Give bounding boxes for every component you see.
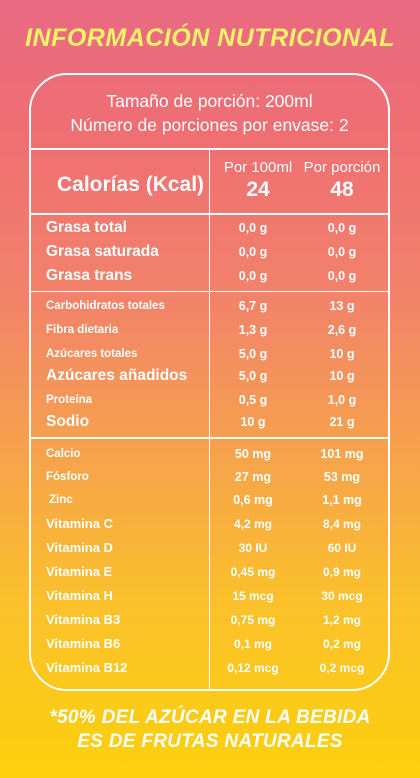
nutrient-name: Vitamina H	[46, 588, 113, 603]
nutrition-facts-panel: Tamaño de porción: 200ml Número de porci…	[29, 73, 390, 691]
table-row: Fibra dietaria 1,3 g 2,6 g	[31, 318, 388, 342]
value-per-100ml: 0,6 mg	[233, 493, 273, 507]
servings-per-container: Número de porciones por envase: 2	[70, 115, 349, 135]
per-100ml-header: Por 100ml	[223, 159, 293, 176]
table-row: Vitamina B12 0,12 mcg 0,2 mcg	[31, 656, 388, 680]
nutrient-name: Fibra dietaria	[46, 324, 119, 336]
value-per-serving: 0,2 mg	[322, 637, 361, 651]
nutrient-name: Azúcares añadidos	[46, 367, 188, 384]
nutrient-name: Zinc	[49, 494, 73, 506]
calories-label: Calorías (Kcal)	[57, 173, 205, 196]
table-row: Grasa trans 0,0 g 0,0 g	[31, 264, 388, 288]
value-per-100ml: 6,7 g	[238, 299, 268, 313]
value-per-100ml: 1,3 g	[238, 323, 268, 337]
table-row: Vitamina D 30 IU 60 IU	[31, 536, 388, 560]
footnote-line-2: ES DE FRUTAS NATURALES	[77, 731, 343, 752]
value-per-serving: 0,0 g	[327, 221, 357, 235]
value-per-serving: 53 mg	[323, 470, 361, 484]
table-row: Vitamina E 0,45 mg 0,9 mg	[31, 560, 388, 584]
value-per-serving: 10 g	[329, 347, 355, 361]
value-per-serving: 1,0 g	[327, 393, 357, 407]
value-per-100ml: 0,0 g	[238, 221, 268, 235]
value-per-100ml: 0,0 g	[238, 269, 268, 283]
nutrient-name: Azúcares totales	[46, 348, 138, 360]
nutrient-name: Sodio	[46, 413, 90, 430]
nutrient-name: Vitamina B3	[46, 612, 121, 627]
value-per-100ml: 30 IU	[238, 541, 268, 555]
table-row: Zinc 0,6 mg 1,1 mg	[31, 488, 388, 512]
value-per-serving: 10 g	[329, 369, 355, 383]
value-per-100ml: 5,0 g	[238, 347, 268, 361]
table-row: Vitamina B6 0,1 mg 0,2 mg	[31, 632, 388, 656]
table-row: Fósforo 27 mg 53 mg	[31, 465, 388, 489]
calories-per-100ml: 24	[246, 178, 270, 201]
table-row: Azúcares añadidos 5,0 g 10 g	[31, 364, 388, 388]
nutrient-name: Grasa total	[46, 219, 127, 236]
nutrient-name: Calcio	[46, 448, 81, 460]
table-row: Calcio 50 mg 101 mg	[31, 442, 388, 466]
nutrient-name: Proteína	[46, 394, 93, 406]
value-per-100ml: 0,5 g	[238, 393, 268, 407]
value-per-100ml: 15 mcg	[232, 589, 274, 603]
value-per-serving: 1,2 mg	[322, 613, 361, 627]
column-divider	[209, 149, 210, 689]
value-per-100ml: 5,0 g	[238, 369, 268, 383]
divider	[31, 213, 388, 215]
serving-info: Tamaño de porción: 200ml Número de porci…	[31, 75, 388, 149]
footnote-line-1: *50% DEL AZÚCAR EN LA BEBIDA	[49, 707, 371, 728]
value-per-100ml: 0,12 mcg	[227, 661, 279, 675]
column-header-per-100ml: Por 100ml 24	[213, 159, 303, 202]
value-per-serving: 1,1 mg	[322, 493, 362, 507]
table-row: Vitamina H 15 mcg 30 mcg	[31, 584, 388, 608]
per-serving-header: Por porción	[303, 159, 381, 176]
table-row: Grasa saturada 0,0 g 0,0 g	[31, 240, 388, 264]
value-per-serving: 8,4 mg	[322, 517, 361, 531]
nutrient-name: Grasa trans	[46, 267, 133, 284]
value-per-100ml: 0,1 mg	[233, 637, 272, 651]
value-per-100ml: 10 g	[240, 415, 266, 429]
page-title: INFORMACIÓN NUTRICIONAL	[25, 24, 395, 52]
table-row: Sodio 10 g 21 g	[31, 410, 388, 434]
table-row: Azúcares totales 5,0 g 10 g	[31, 342, 388, 366]
value-per-100ml: 0,0 g	[238, 245, 268, 259]
value-per-100ml: 50 mg	[234, 447, 272, 461]
nutrient-name: Vitamina C	[46, 516, 113, 531]
divider	[31, 437, 388, 439]
nutrient-name: Carbohidratos totales	[46, 300, 165, 312]
nutrient-name: Fósforo	[46, 471, 89, 483]
value-per-serving: 30 mcg	[321, 589, 363, 603]
nutrient-name: Vitamina B12	[46, 660, 128, 675]
value-per-serving: 0,2 mcg	[319, 661, 365, 675]
value-per-serving: 0,0 g	[327, 269, 357, 283]
value-per-100ml: 0,75 mg	[230, 613, 276, 627]
value-per-serving: 60 IU	[327, 541, 357, 555]
table-row: Vitamina C 4,2 mg 8,4 mg	[31, 512, 388, 536]
value-per-serving: 2,6 g	[327, 323, 357, 337]
value-per-serving: 13 g	[329, 299, 355, 313]
table-row: Vitamina B3 0,75 mg 1,2 mg	[31, 608, 388, 632]
value-per-serving: 0,0 g	[327, 245, 357, 259]
value-per-serving: 0,9 mg	[322, 565, 361, 579]
footnote: *50% DEL AZÚCAR EN LA BEBIDA ES DE FRUTA…	[0, 706, 420, 754]
column-header-per-serving: Por porción 48	[297, 159, 387, 202]
divider	[31, 291, 388, 292]
value-per-100ml: 4,2 mg	[233, 517, 272, 531]
nutrient-name: Grasa saturada	[46, 243, 159, 260]
nutrient-name: Vitamina E	[46, 564, 113, 579]
table-row: Grasa total 0,0 g 0,0 g	[31, 216, 388, 240]
nutrient-name: Vitamina B6	[46, 636, 121, 651]
value-per-serving: 21 g	[329, 415, 355, 429]
calories-per-serving: 48	[330, 178, 354, 201]
value-per-100ml: 0,45 mg	[230, 565, 276, 579]
table-row: Carbohidratos totales 6,7 g 13 g	[31, 294, 388, 318]
value-per-100ml: 27 mg	[234, 470, 272, 484]
value-per-serving: 101 mg	[320, 447, 364, 461]
nutrient-name: Vitamina D	[46, 540, 113, 555]
serving-size: Tamaño de porción: 200ml	[106, 91, 313, 111]
table-row: Proteína 0,5 g 1,0 g	[31, 388, 388, 412]
